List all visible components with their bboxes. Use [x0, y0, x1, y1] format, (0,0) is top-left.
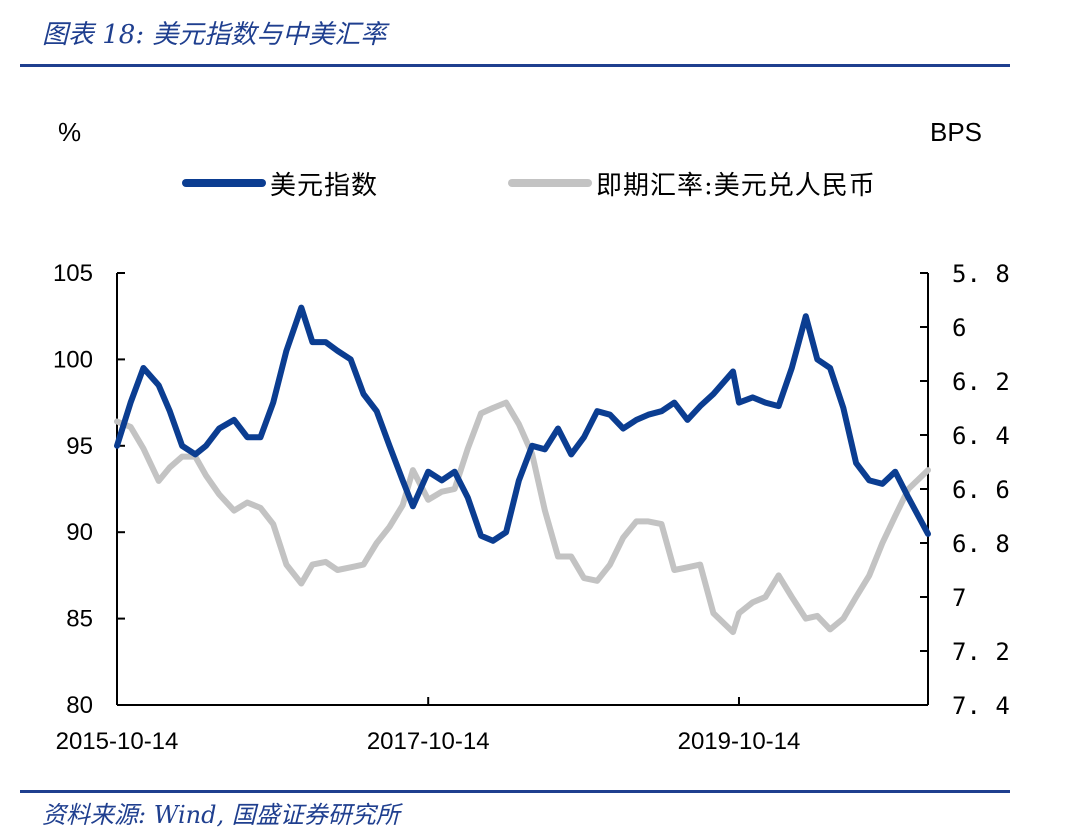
legend-label-cny: 即期汇率:美元兑人民币	[596, 170, 876, 201]
footer-rule	[20, 790, 1010, 793]
left-axis-tick-label: 95	[66, 433, 93, 460]
right-axis-tick-label: 6. 2	[952, 368, 1010, 396]
right-axis-tick-label: 6	[952, 314, 966, 342]
x-axis-tick-label: 2017-10-14	[367, 728, 490, 755]
series-line-dxy	[114, 304, 931, 544]
left-axis-tick-label: 100	[53, 346, 93, 373]
left-axis-unit: %	[58, 117, 82, 147]
figure-title: 图表 18: 美元指数与中美汇率	[42, 20, 387, 50]
right-axis-tick-label: 7. 2	[952, 638, 1010, 666]
left-axis-tick-label: 105	[53, 260, 93, 287]
right-axis-tick-label: 7. 4	[952, 692, 1010, 720]
right-axis-tick-label: 7	[952, 584, 966, 612]
right-axis-tick-label: 6. 8	[952, 530, 1010, 558]
right-axis-unit: BPS	[930, 117, 983, 147]
title-rule	[20, 64, 1010, 67]
source-note: 资料来源: Wind, 国盛证券研究所	[42, 801, 400, 829]
left-axis-tick-label: 90	[66, 519, 93, 546]
legend-label-dxy: 美元指数	[270, 170, 379, 201]
right-axis-tick-label: 6. 6	[952, 476, 1010, 504]
series-line-cny	[114, 399, 931, 636]
left-axis-tick-label: 85	[66, 606, 93, 633]
legend-swatch-dxy	[182, 179, 266, 187]
legend-item-cny: 即期汇率:美元兑人民币	[508, 166, 876, 201]
legend-item-dxy: 美元指数	[182, 166, 379, 201]
x-axis-tick-label: 2015-10-14	[56, 728, 179, 755]
x-axis-tick-label: 2019-10-14	[678, 728, 801, 755]
legend-swatch-cny	[508, 179, 592, 187]
right-axis-tick-label: 6. 4	[952, 422, 1010, 450]
left-axis-tick-label: 80	[66, 692, 93, 719]
right-axis-tick-label: 5. 8	[952, 260, 1010, 288]
